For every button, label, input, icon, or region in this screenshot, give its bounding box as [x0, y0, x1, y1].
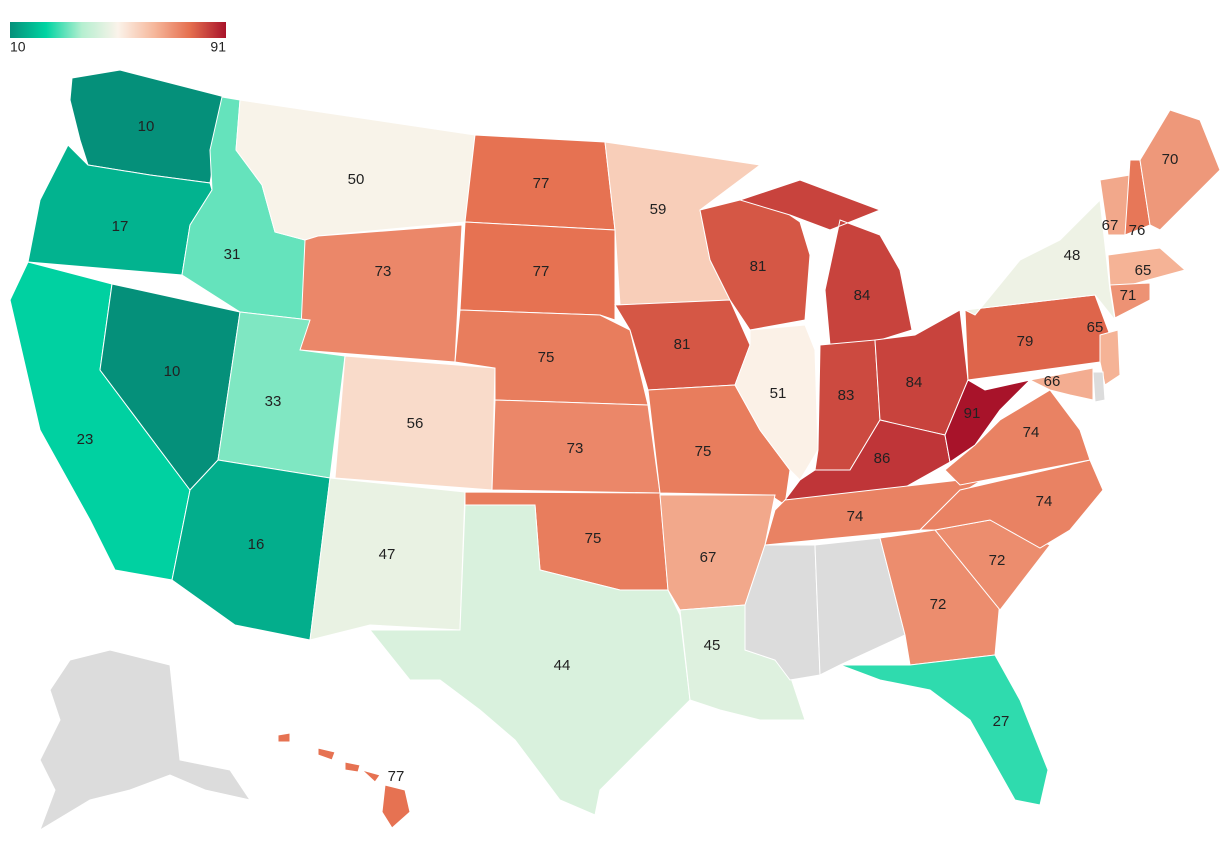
- colorbar-max-label: 91: [210, 39, 226, 55]
- region-value-label: 33: [265, 393, 282, 410]
- region: [39, 649, 252, 832]
- region-value-label: 74: [847, 508, 864, 525]
- region-value-label: 27: [993, 713, 1010, 730]
- region-value-label: 81: [750, 258, 767, 275]
- region: [963, 198, 1116, 322]
- region-value-label: 48: [1064, 247, 1081, 264]
- region-value-label: 81: [674, 336, 691, 353]
- region-value-label: 75: [538, 349, 555, 366]
- region-value-label: 77: [388, 768, 405, 785]
- region-value-label: 75: [695, 443, 712, 460]
- region: [944, 389, 1091, 486]
- region-value-label: 77: [533, 263, 550, 280]
- region: [459, 221, 616, 321]
- region-value-label: 79: [1017, 333, 1034, 350]
- region-value-label: 84: [854, 287, 871, 304]
- region-value-label: 73: [567, 440, 584, 457]
- region: [1107, 247, 1187, 286]
- region-value-label: 65: [1135, 262, 1152, 279]
- region: [1028, 367, 1094, 401]
- region-value-label: 74: [1023, 424, 1040, 441]
- region-value-label: 66: [1044, 373, 1061, 390]
- region-value-label: 31: [224, 246, 241, 263]
- region: [1109, 282, 1151, 319]
- region-value-label: 70: [1162, 151, 1179, 168]
- region: [944, 379, 1032, 463]
- region: [814, 537, 906, 676]
- region: [734, 324, 819, 481]
- region-value-label: 10: [164, 363, 181, 380]
- region-value-label: 65: [1087, 319, 1104, 336]
- region-value-label: 50: [348, 171, 365, 188]
- region-value-label: 84: [906, 374, 923, 391]
- region-value-label: 59: [650, 201, 667, 218]
- region: [368, 504, 691, 816]
- region-value-label: 76: [1129, 222, 1146, 239]
- region-value-label: 44: [554, 657, 571, 674]
- region-value-label: 75: [585, 530, 602, 547]
- region: [918, 459, 1104, 549]
- region-value-label: 67: [700, 549, 717, 566]
- region-value-label: 47: [379, 546, 396, 563]
- region-value-label: 17: [112, 218, 129, 235]
- region-value-label: 86: [874, 450, 891, 467]
- region: [299, 224, 463, 363]
- region: [839, 654, 1049, 806]
- region-value-label: 74: [1036, 493, 1053, 510]
- region-value-label: 72: [930, 596, 947, 613]
- region-value-label: 77: [533, 175, 550, 192]
- region-value-label: 71: [1120, 287, 1137, 304]
- region-value-label: 73: [375, 263, 392, 280]
- region-value-label: 16: [248, 536, 265, 553]
- colorbar-min-label: 10: [10, 39, 26, 55]
- region: [1099, 329, 1121, 386]
- region-value-label: 67: [1102, 217, 1119, 234]
- region: [309, 477, 466, 641]
- region-value-label: 91: [964, 405, 981, 422]
- region: [277, 732, 411, 829]
- region: [738, 179, 913, 346]
- region-value-label: 51: [770, 385, 787, 402]
- region-value-label: 10: [138, 118, 155, 135]
- region-value-label: 72: [989, 552, 1006, 569]
- colorbar: [10, 22, 226, 38]
- region: [1092, 371, 1106, 403]
- region: [1139, 109, 1221, 231]
- region-value-label: 83: [838, 387, 855, 404]
- region-value-label: 45: [704, 637, 721, 654]
- region-value-label: 23: [77, 431, 94, 448]
- region-value-label: 56: [407, 415, 424, 432]
